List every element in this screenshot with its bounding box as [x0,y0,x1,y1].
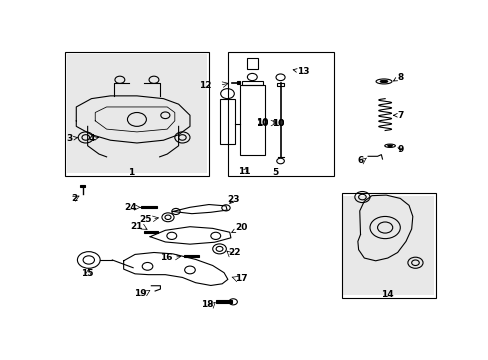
Bar [237,81,240,84]
Bar [227,51,333,176]
Bar [67,54,206,174]
Text: 10: 10 [256,118,268,127]
Text: 13: 13 [293,67,308,76]
Text: 10: 10 [271,119,284,128]
Text: 24: 24 [124,203,137,212]
Text: 21: 21 [130,222,142,231]
Text: 5: 5 [271,168,278,177]
Text: 18: 18 [201,300,213,309]
Text: 4: 4 [89,134,98,143]
Bar [184,255,199,257]
Ellipse shape [380,80,387,82]
Bar [276,83,284,86]
Bar [220,99,234,144]
Text: 11: 11 [238,167,250,176]
Bar [143,231,158,233]
Ellipse shape [387,145,391,147]
Text: 10: 10 [255,118,276,127]
Text: 14: 14 [381,289,393,298]
Text: 23: 23 [227,195,239,204]
Text: 25: 25 [139,215,151,224]
Bar [246,58,258,69]
Text: 15: 15 [81,269,94,278]
Bar [341,193,435,298]
Text: 20: 20 [231,223,247,233]
Text: 9: 9 [396,145,403,154]
Text: 12: 12 [199,81,211,90]
Text: 8: 8 [393,72,403,81]
Text: 3: 3 [66,134,78,143]
Bar [141,206,156,208]
Text: 7: 7 [393,111,403,120]
Bar [215,301,231,303]
Text: 2: 2 [71,194,77,203]
Bar [80,185,85,187]
Text: 19: 19 [134,289,146,298]
Text: 6: 6 [357,156,363,165]
Text: 1: 1 [128,168,134,177]
Text: 17: 17 [235,274,247,283]
Bar [242,81,262,85]
Bar [343,195,433,296]
Text: 22: 22 [227,248,240,257]
Text: 10: 10 [271,119,284,128]
Text: 16: 16 [160,253,173,262]
Bar [65,51,208,176]
Bar [240,85,264,156]
